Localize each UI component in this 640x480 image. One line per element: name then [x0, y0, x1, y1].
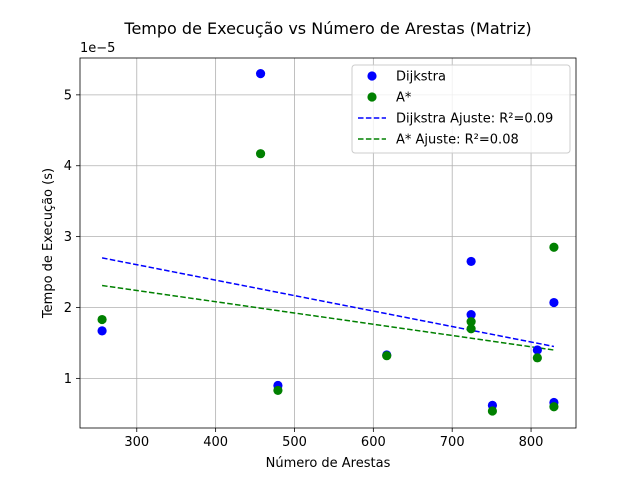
x-axis-label: Número de Arestas	[266, 456, 391, 471]
scatter-point	[549, 402, 559, 412]
legend: Dijkstra A* Dijkstra Ajuste: R²=0.09 A* Aju…	[351, 64, 571, 154]
scatter-point	[466, 317, 476, 327]
y-tick-label: 3	[64, 230, 72, 245]
y-axis-label: Tempo de Execução (s)	[41, 168, 56, 319]
scatter-point	[549, 242, 559, 252]
scatter-point	[532, 345, 542, 355]
scatter-point	[549, 297, 559, 308]
legend-marker	[367, 92, 377, 102]
scatter-series-1	[97, 149, 559, 416]
scatter-point	[273, 385, 283, 396]
y-tick-label: 1	[64, 372, 72, 387]
plot-series	[97, 68, 559, 416]
scatter-point	[466, 256, 476, 267]
fit-line-3	[101, 284, 555, 351]
scatter-point	[466, 309, 476, 320]
x-tick-label: 400	[203, 435, 228, 450]
legend-entry-label: A* Ajuste: R²=0.08	[396, 133, 519, 148]
x-tick-label: 300	[124, 435, 149, 450]
scatter-point	[532, 353, 542, 363]
scatter-point	[466, 324, 476, 334]
y-tick-label: 5	[64, 88, 72, 103]
y-axis-offset-label: 1e−5	[80, 41, 115, 56]
x-tick-label: 500	[282, 435, 307, 450]
legend-entry-label: Dijkstra	[396, 70, 446, 85]
scatter-point	[487, 406, 498, 416]
scatter-point	[382, 351, 392, 361]
fit-line-2	[101, 257, 555, 348]
legend-box	[351, 64, 571, 154]
scatter-point	[97, 326, 107, 336]
legend-marker	[367, 71, 377, 81]
plot-frame	[79, 57, 577, 429]
x-tick-label: 800	[519, 435, 544, 450]
legend-entry-label: A*	[396, 91, 412, 106]
scatter-point	[255, 68, 266, 79]
legend-entry-label: Dijkstra Ajuste: R²=0.09	[396, 112, 553, 127]
x-tick-label: 600	[361, 435, 386, 450]
y-tick-label: 2	[64, 301, 72, 316]
x-tick-label: 700	[440, 435, 465, 450]
y-tick-label: 4	[64, 159, 72, 174]
scatter-point	[255, 149, 266, 159]
axis-ticks: 300 400 500 600 700 800 1 2 3 4 5	[64, 88, 544, 450]
scatter-point	[97, 314, 107, 325]
chart-title: Tempo de Execução vs Número de Arestas (…	[123, 19, 531, 38]
